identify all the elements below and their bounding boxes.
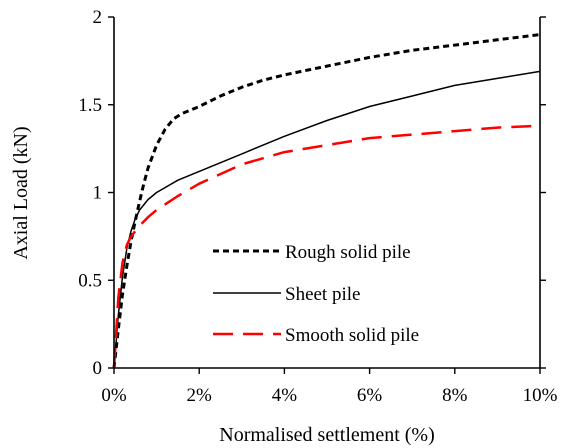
x-tick-label: 0% [101,385,127,406]
axes-layer [113,17,541,369]
y-tick-label: 0 [93,358,103,379]
ticks-layer [108,16,546,374]
legend-label-rough-solid-pile: Rough solid pile [285,242,411,263]
y-tick-label: 1 [93,183,103,204]
x-tick-label: 6% [357,385,383,406]
x-axis-title: Normalised settlement (%) [219,424,435,446]
x-tick-label: 10% [523,385,558,406]
series-line-rough-solid-pile [112,33,541,369]
legend-label-smooth-solid-pile: Smooth solid pile [285,325,419,346]
x-tick-label: 2% [187,385,213,406]
y-tick-label: 1.5 [78,95,102,116]
y-axis-title: Axial Load (kN) [10,126,32,259]
x-tick-label: 4% [272,385,298,406]
y-tick-label: 0.5 [78,270,102,291]
legend: Rough solid pile Sheet pile Smooth solid… [213,242,419,346]
series-layer [112,33,541,369]
legend-label-sheet-pile: Sheet pile [285,284,360,305]
y-tick-label: 2 [93,7,103,28]
x-tick-label: 8% [442,385,468,406]
tick-labels-layer: 0 0.5 1 1.5 2 0% 2% 4% 6% 8% 10% [78,7,557,406]
series-line-smooth-solid-pile [112,124,541,369]
